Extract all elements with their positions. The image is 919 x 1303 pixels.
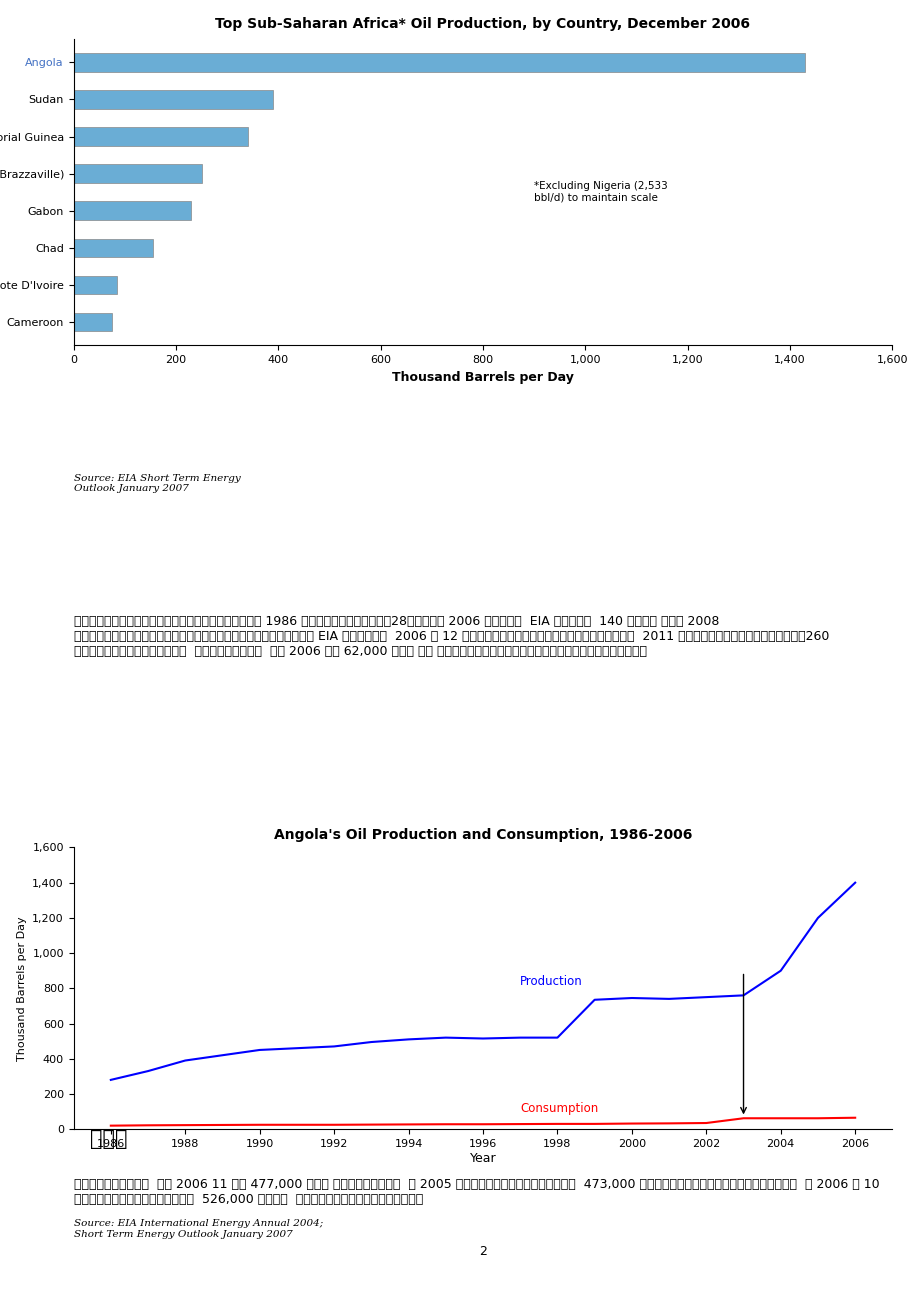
Bar (74, 276, 117, 294)
Bar (74, 202, 191, 220)
Text: 2: 2 (479, 1246, 486, 1259)
Bar (74, 313, 112, 331)
Text: 安哥拉的石油生产在过去二十年期间增长了四倍。　　在 1986 年，石油生产平均为每天的28万桃（而在 2006 的生产根据  EIA 估计平均为  140 万桶: 安哥拉的石油生产在过去二十年期间增长了四倍。 在 1986 年，石油生产平均为每… (74, 615, 828, 658)
X-axis label: Year: Year (470, 1152, 495, 1165)
Text: *Excluding Nigeria (2,533
bbl/d) to maintain scale: *Excluding Nigeria (2,533 bbl/d) to main… (534, 181, 667, 203)
Text: Source: EIA International Energy Annual 2004;
Short Term Energy Outlook January : Source: EIA International Energy Annual … (74, 1220, 323, 1239)
Title: Angola's Oil Production and Consumption, 1986-2006: Angola's Oil Production and Consumption,… (274, 829, 691, 842)
Text: 安哥拉主要对中国  （在 2006 11 月为 477,000 桶每天 ）和美国出口石油。  在 2005 年，美国从安哥拉进口的石油大约为  473,000 : 安哥拉主要对中国 （在 2006 11 月为 477,000 桶每天 ）和美国出… (74, 1178, 879, 1207)
Bar (74, 90, 273, 108)
Y-axis label: Thousand Barrels per Day: Thousand Barrels per Day (17, 916, 27, 1061)
Text: 出口：: 出口： (90, 1130, 128, 1149)
Text: Production: Production (519, 975, 583, 988)
Bar (74, 164, 201, 182)
Bar (74, 238, 153, 257)
Bar (74, 53, 804, 72)
Text: Source: EIA Short Term Energy
Outlook January 2007: Source: EIA Short Term Energy Outlook Ja… (74, 474, 240, 494)
Text: Consumption: Consumption (519, 1102, 598, 1115)
Title: Top Sub-Saharan Africa* Oil Production, by Country, December 2006: Top Sub-Saharan Africa* Oil Production, … (215, 17, 750, 31)
X-axis label: Thousand Barrels per Day: Thousand Barrels per Day (391, 370, 573, 383)
Bar (74, 128, 247, 146)
